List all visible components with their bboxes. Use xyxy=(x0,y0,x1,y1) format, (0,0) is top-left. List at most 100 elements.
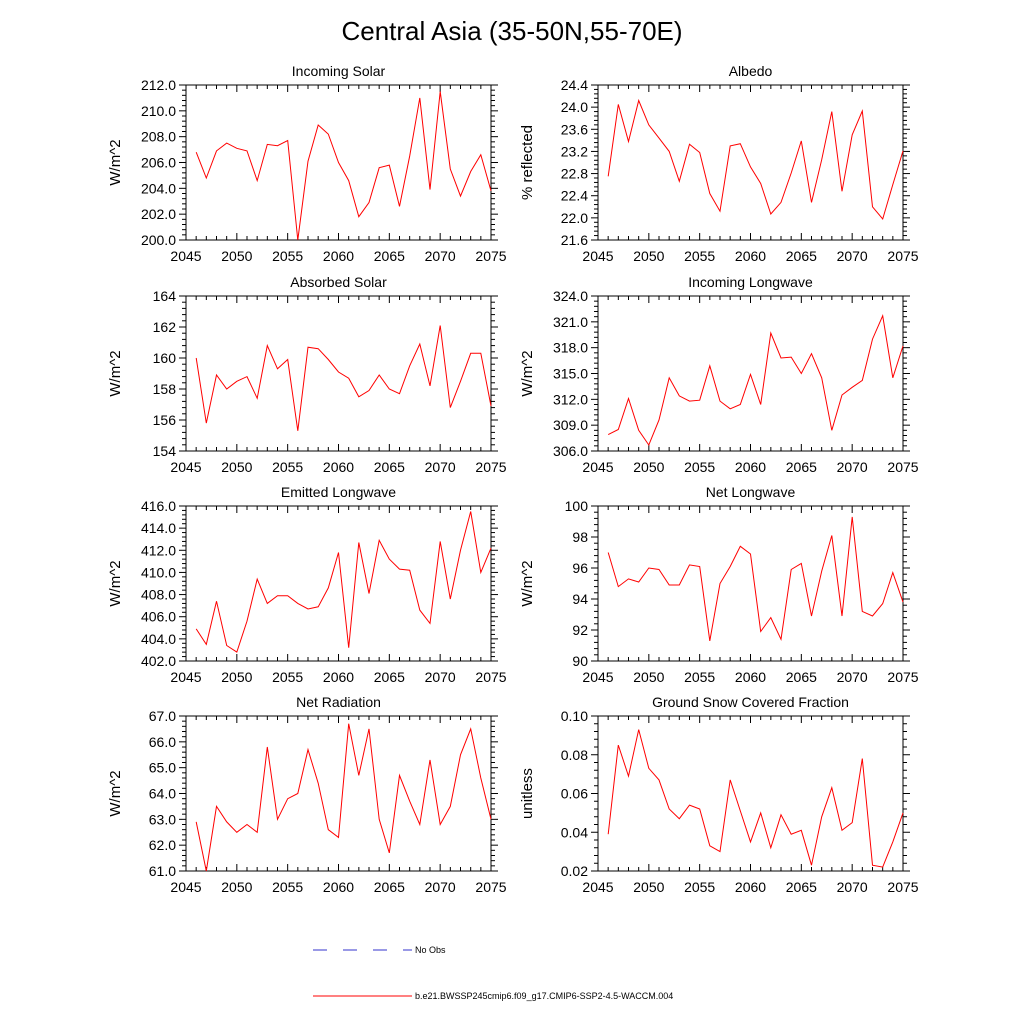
y-axis-label: W/m^2 xyxy=(107,350,124,396)
y-tick-label: 23.6 xyxy=(561,121,588,137)
panel-title: Net Radiation xyxy=(296,694,381,710)
y-tick-label: 24.4 xyxy=(561,77,588,93)
x-tick-label: 2060 xyxy=(735,669,766,685)
y-tick-label: 412.0 xyxy=(141,542,176,558)
panel-3: 2045 2050 2055 2060 2065 2070 2075 154 156 158 160… xyxy=(107,274,507,475)
y-tick-label: 0.04 xyxy=(561,824,588,840)
y-tick-label: 65.0 xyxy=(149,760,176,776)
x-tick-label: 2045 xyxy=(582,459,613,475)
y-tick-label: 200.0 xyxy=(141,232,176,248)
y-tick-label: 315.0 xyxy=(553,366,588,382)
y-tick-label: 324.0 xyxy=(553,288,588,304)
y-axis-label: % reflected xyxy=(519,125,536,200)
y-tick-label: 204.0 xyxy=(141,180,176,196)
x-tick-label: 2045 xyxy=(582,669,613,685)
x-tick-label: 2070 xyxy=(837,879,868,895)
x-tick-label: 2065 xyxy=(786,879,817,895)
x-tick-label: 2075 xyxy=(887,248,918,264)
y-tick-label: 61.0 xyxy=(149,863,176,879)
panel-8: 2045 2050 2055 2060 2065 2070 2075 0.02 0.04 0.06… xyxy=(519,694,919,895)
panel-title: Ground Snow Covered Fraction xyxy=(652,694,849,710)
x-tick-label: 2065 xyxy=(786,248,817,264)
x-tick-label: 2050 xyxy=(633,248,664,264)
x-tick-label: 2045 xyxy=(170,459,201,475)
x-tick-label: 2070 xyxy=(837,669,868,685)
y-tick-label: 309.0 xyxy=(553,417,588,433)
series-line-1 xyxy=(607,729,904,868)
y-tick-label: 306.0 xyxy=(553,443,588,459)
y-axis-label: unitless xyxy=(519,768,536,819)
y-tick-label: 158 xyxy=(153,381,177,397)
x-tick-label: 2055 xyxy=(272,459,303,475)
y-tick-label: 21.6 xyxy=(561,232,588,248)
panel-4: 2045 2050 2055 2060 2065 2070 2075 306.0 309.0 31… xyxy=(519,274,919,475)
panel-title: Albedo xyxy=(729,63,773,79)
panels: 2045 2050 2055 2060 2065 2070 2075 200.0 202.0 20… xyxy=(107,63,919,895)
series-line-1 xyxy=(195,91,492,241)
y-tick-label: 164 xyxy=(153,288,177,304)
x-tick-label: 2070 xyxy=(837,248,868,264)
x-tick-label: 2070 xyxy=(425,879,456,895)
y-tick-label: 100 xyxy=(565,498,589,514)
x-tick-label: 2055 xyxy=(684,879,715,895)
y-tick-label: 408.0 xyxy=(141,587,176,603)
x-tick-label: 2065 xyxy=(786,669,817,685)
y-tick-label: 67.0 xyxy=(149,708,176,724)
y-tick-label: 202.0 xyxy=(141,206,176,222)
series-line-1 xyxy=(195,511,492,653)
y-tick-label: 404.0 xyxy=(141,631,176,647)
x-tick-label: 2060 xyxy=(735,459,766,475)
y-tick-label: 402.0 xyxy=(141,653,176,669)
panel-title: Incoming Longwave xyxy=(688,274,813,290)
x-tick-label: 2050 xyxy=(221,459,252,475)
x-tick-label: 2060 xyxy=(323,669,354,685)
series-line-1 xyxy=(607,516,904,642)
y-tick-label: 96 xyxy=(572,560,588,576)
x-tick-label: 2045 xyxy=(582,879,613,895)
x-tick-label: 2065 xyxy=(786,459,817,475)
x-tick-label: 2075 xyxy=(887,459,918,475)
x-tick-label: 2055 xyxy=(684,669,715,685)
legend-model-label: b.e21.BWSSP245cmip6.f09_g17.CMIP6-SSP2-4… xyxy=(415,991,673,1001)
y-tick-label: 22.0 xyxy=(561,210,588,226)
y-tick-label: 64.0 xyxy=(149,786,176,802)
x-tick-label: 2065 xyxy=(374,459,405,475)
y-tick-label: 416.0 xyxy=(141,498,176,514)
y-axis-label: W/m^2 xyxy=(519,560,536,606)
y-tick-label: 98 xyxy=(572,529,588,545)
y-axis-label: W/m^2 xyxy=(107,770,124,816)
y-tick-label: 62.0 xyxy=(149,837,176,853)
series-line-1 xyxy=(607,98,904,221)
y-tick-label: 206.0 xyxy=(141,155,176,171)
x-tick-label: 2070 xyxy=(425,459,456,475)
x-tick-label: 2060 xyxy=(323,879,354,895)
y-tick-label: 22.4 xyxy=(561,188,588,204)
y-tick-label: 208.0 xyxy=(141,129,176,145)
y-axis-label: W/m^2 xyxy=(107,139,124,185)
y-tick-label: 0.08 xyxy=(561,747,588,763)
panel-2: 2045 2050 2055 2060 2065 2070 2075 21.6 22.0 22.4… xyxy=(519,63,919,264)
x-tick-label: 2065 xyxy=(374,879,405,895)
panel-title: Absorbed Solar xyxy=(290,274,387,290)
y-tick-label: 92 xyxy=(572,622,588,638)
plot-frame xyxy=(597,505,904,662)
x-tick-label: 2070 xyxy=(425,669,456,685)
panel-5: 2045 2050 2055 2060 2065 2070 2075 402.0 404.0 40… xyxy=(107,484,507,685)
plot-frame xyxy=(185,295,492,452)
panel-title: Emitted Longwave xyxy=(281,484,396,500)
y-tick-label: 24.0 xyxy=(561,99,588,115)
x-tick-label: 2045 xyxy=(170,879,201,895)
x-tick-label: 2075 xyxy=(887,879,918,895)
y-tick-label: 23.2 xyxy=(561,143,588,159)
x-tick-label: 2070 xyxy=(837,459,868,475)
series-line-1 xyxy=(195,325,492,431)
y-tick-label: 406.0 xyxy=(141,609,176,625)
legend: No Obs b.e21.BWSSP245cmip6.f09_g17.CMIP6… xyxy=(313,945,673,1001)
panel-6: 2045 2050 2055 2060 2065 2070 2075 90 92 94 96 98 10… xyxy=(519,484,919,685)
y-tick-label: 410.0 xyxy=(141,564,176,580)
x-tick-label: 2045 xyxy=(170,248,201,264)
y-axis-label: W/m^2 xyxy=(519,350,536,396)
y-tick-label: 0.06 xyxy=(561,786,588,802)
x-tick-label: 2065 xyxy=(374,669,405,685)
